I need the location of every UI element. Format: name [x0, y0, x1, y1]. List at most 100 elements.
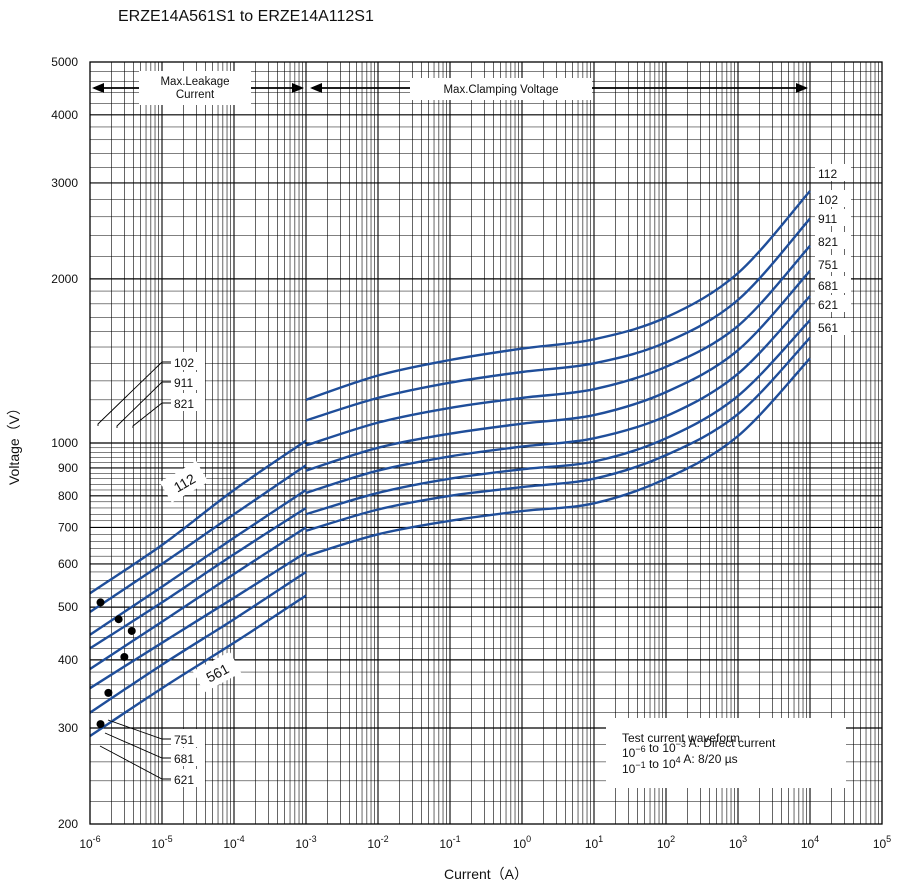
- x-tick-label: 103: [729, 834, 747, 851]
- leakage-curve-561: [89, 594, 307, 738]
- x-tick-label: 10-4: [223, 834, 244, 851]
- annotations: 112 102 911 821 751 681 621 561 102 911 821 751 681 6…: [96, 164, 851, 788]
- leakage-curve-112: [89, 439, 307, 595]
- major-grid: [90, 62, 882, 824]
- x-tick-label: 10-1: [439, 834, 460, 851]
- end-label-621: 621: [818, 298, 838, 312]
- leakage-label-bg: [139, 71, 251, 105]
- callout-line: [99, 745, 171, 780]
- callout-bg: [171, 352, 205, 370]
- y-tick-label: 4000: [51, 108, 78, 122]
- test-point-dot: [120, 652, 129, 661]
- leakage-curve-102: [89, 464, 307, 613]
- callout-label-911: 911: [174, 376, 193, 390]
- y-tick-label: 5000: [51, 55, 78, 69]
- callout-bg: [171, 393, 205, 411]
- clamping-arrow-right: [796, 83, 808, 93]
- clamping-curve-681: [305, 319, 811, 516]
- end-label-bg: [815, 164, 851, 181]
- test-point-dot: [96, 720, 105, 729]
- clamping-label: Max.Clamping Voltage: [443, 84, 558, 96]
- end-label-bg: [815, 295, 851, 312]
- curve-label-bg: [159, 461, 209, 503]
- x-tick-label: 10-2: [367, 834, 388, 851]
- clamping-curve-561: [305, 357, 811, 558]
- y-tick-label: 3000: [51, 176, 78, 190]
- x-axis-title: Current（A）: [444, 866, 528, 882]
- callout-bg: [171, 729, 205, 747]
- end-label-bg: [815, 318, 851, 335]
- curve-label-bg: [192, 651, 242, 693]
- callout-line: [116, 381, 171, 428]
- end-label-561: 561: [818, 321, 838, 335]
- clamping-curve-751: [305, 295, 811, 495]
- clamping-curve-911: [305, 244, 811, 447]
- note-line-dc: 10−6 to 10−3 A: Direct current: [622, 736, 776, 760]
- test-point-dot: [127, 626, 136, 635]
- leakage-curve-751: [89, 526, 307, 671]
- x-tick-label: 10-5: [151, 834, 172, 851]
- y-tick-label: 2000: [51, 272, 78, 286]
- callout-bg: [171, 769, 205, 787]
- curves: [89, 190, 811, 738]
- x-tick-label: 102: [657, 834, 675, 851]
- plot-frame: [89, 61, 883, 825]
- y-tick-label: 300: [58, 721, 78, 735]
- leakage-curve-681: [89, 551, 307, 690]
- test-point-dot: [96, 598, 105, 607]
- clamping-curve-621: [305, 336, 811, 532]
- y-tick-label: 900: [58, 461, 78, 475]
- chart-title: ERZE14A561S1 to ERZE14A112S1: [118, 8, 374, 25]
- y-tick-label: 500: [58, 600, 78, 614]
- end-label-bg: [815, 190, 851, 207]
- leakage-curve-621: [89, 570, 307, 714]
- note-title: Test current waveform: [622, 731, 740, 745]
- test-point-dot: [114, 615, 123, 624]
- callout-label-681: 681: [174, 752, 194, 766]
- end-label-bg: [815, 276, 851, 293]
- y-tick-label: 200: [58, 817, 78, 831]
- end-label-911: 911: [818, 212, 837, 226]
- leakage-label: Current: [176, 89, 215, 101]
- end-label-bg: [815, 209, 851, 226]
- y-tick-label: 400: [58, 653, 78, 667]
- note-bg: [606, 718, 846, 788]
- y-tick-label: 700: [58, 520, 78, 534]
- clamping-curve-112: [305, 190, 811, 401]
- x-tick-label: 104: [801, 834, 819, 851]
- x-tick-label: 10-6: [79, 834, 100, 851]
- end-label-bg: [815, 255, 851, 272]
- clamping-curve-102: [305, 217, 811, 422]
- callout-label-821: 821: [174, 397, 194, 411]
- x-tick-label: 101: [585, 834, 603, 851]
- x-tick-label: 10-3: [295, 834, 316, 851]
- leakage-arrow-right: [292, 83, 304, 93]
- x-tick-label: 105: [873, 834, 891, 851]
- callout-line: [97, 361, 171, 426]
- end-label-751: 751: [818, 258, 838, 272]
- callout-line: [107, 719, 171, 740]
- callout-bg: [171, 372, 205, 390]
- leakage-curve-821: [89, 506, 307, 650]
- y-tick-label: 600: [58, 557, 78, 571]
- leakage-label: Max.Leakage: [160, 76, 229, 88]
- end-label-681: 681: [818, 279, 838, 293]
- leakage-curve-911: [89, 488, 307, 636]
- test-point-dot: [104, 688, 113, 697]
- y-tick-label: 1000: [51, 436, 78, 450]
- leakage-arrow-left: [92, 83, 104, 93]
- clamping-curve-821: [305, 269, 811, 472]
- end-label-821: 821: [818, 235, 838, 249]
- x-tick-label: 100: [513, 834, 531, 851]
- axis-titles: Current（A） Voltage（V）: [6, 401, 528, 882]
- y-tick-label: 800: [58, 489, 78, 503]
- callout-label-102: 102: [174, 356, 194, 370]
- end-label-112: 112: [818, 167, 837, 181]
- y-axis-title: Voltage（V）: [6, 401, 22, 485]
- clamping-label-bg: [410, 78, 592, 100]
- tick-labels: 200 300 400 500 600 700 800 900 1000 2000 3000 4000…: [51, 55, 891, 851]
- callout-label-621: 621: [174, 773, 194, 787]
- callout-line: [104, 732, 171, 759]
